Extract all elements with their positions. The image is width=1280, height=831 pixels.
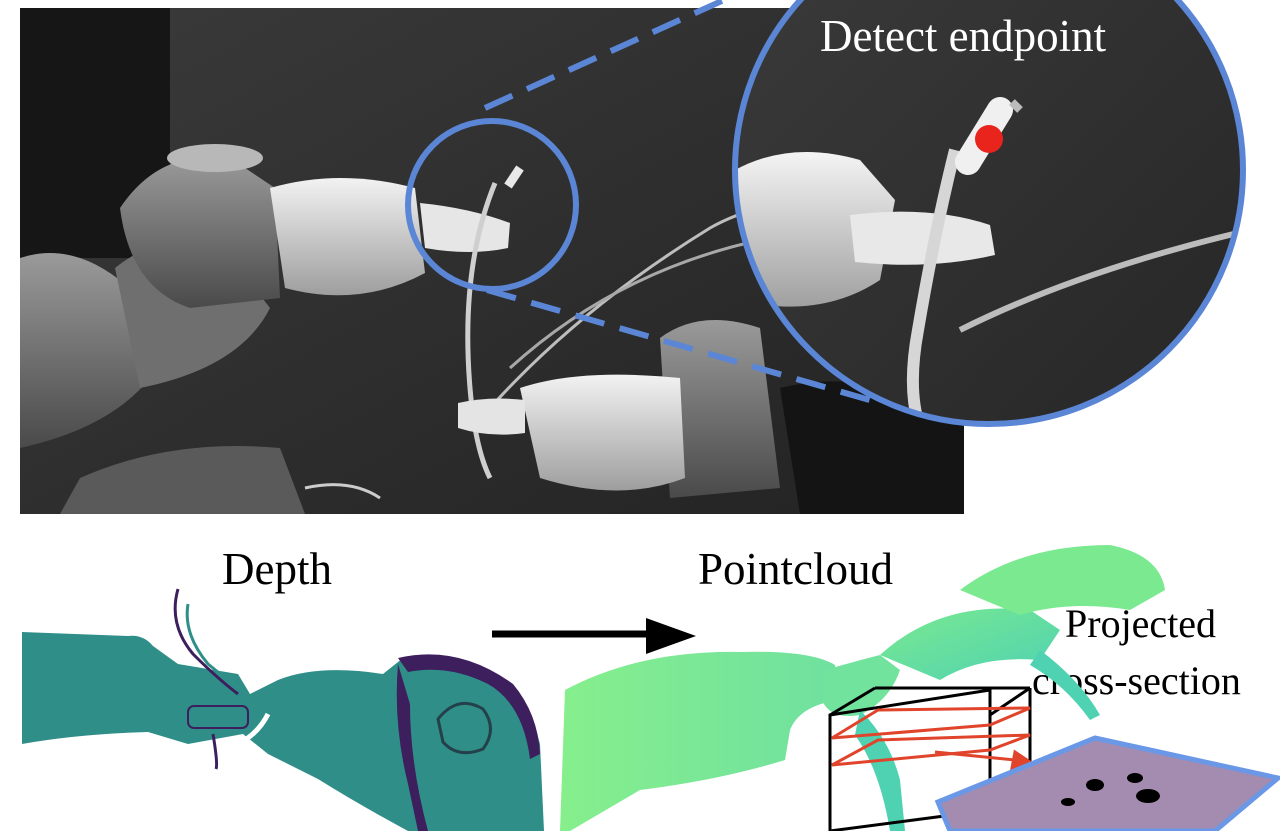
depth-image: [22, 588, 544, 831]
cross-section-slices: [831, 706, 1034, 771]
robot-camera-photo: [20, 8, 964, 514]
projected-label-line1: Projected: [1065, 601, 1217, 646]
pointcloud-label: Pointcloud: [698, 544, 894, 594]
endpoint-marker: [975, 125, 1003, 153]
pointcloud-image: [560, 545, 1280, 831]
depth-label: Depth: [222, 544, 332, 594]
detect-endpoint-label: Detect endpoint: [820, 11, 1107, 61]
projected-blobs: [1061, 773, 1160, 806]
right-arrow-icon: [492, 618, 696, 654]
projected-plane: [934, 735, 1280, 831]
